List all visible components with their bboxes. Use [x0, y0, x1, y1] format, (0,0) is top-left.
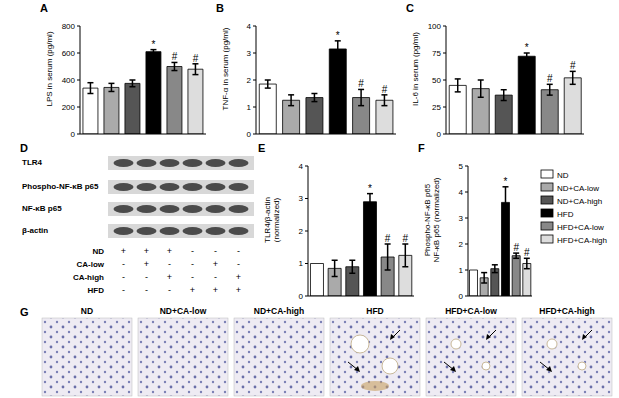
svg-text:4: 4	[247, 22, 252, 31]
svg-text:ND+CA-high: ND+CA-high	[557, 197, 602, 206]
html-text:B: B	[216, 2, 224, 14]
svg-text:#: #	[358, 78, 364, 89]
svg-text:-: -	[237, 259, 240, 269]
svg-text:0: 0	[459, 292, 464, 301]
svg-text:+: +	[144, 259, 149, 269]
svg-text:#: #	[382, 84, 388, 95]
html-text:E: E	[258, 142, 266, 154]
svg-text:-: -	[168, 285, 171, 295]
svg-text:+: +	[236, 285, 241, 295]
svg-text:CA-low: CA-low	[76, 260, 104, 269]
svg-text:G: G	[20, 306, 29, 318]
svg-text:NF-κB p65: NF-κB p65	[22, 204, 62, 213]
svg-text:#: #	[524, 247, 530, 258]
svg-text:#: #	[172, 51, 178, 62]
svg-text:800: 800	[62, 22, 76, 31]
html-text:LPS in serum (pg/ml): LPS in serum (pg/ml)	[44, 31, 54, 107]
svg-text:-: -	[145, 272, 148, 282]
html-text:TNF-α in serum (pg/ml): TNF-α in serum (pg/ml)	[220, 27, 230, 111]
svg-text:HFD: HFD	[366, 306, 383, 316]
svg-text:400: 400	[62, 76, 76, 85]
svg-text:2: 2	[247, 76, 252, 85]
svg-text:#: #	[513, 242, 519, 253]
svg-text:HFD+CA-low: HFD+CA-low	[445, 306, 497, 316]
svg-text:-: -	[122, 285, 125, 295]
svg-text:ND+CA-low: ND+CA-low	[160, 306, 207, 316]
svg-text:ND+CA-low: ND+CA-low	[557, 184, 599, 193]
svg-text:-: -	[237, 246, 240, 256]
svg-text:1: 1	[247, 103, 252, 112]
svg-text:HFD+CA-high: HFD+CA-high	[557, 236, 607, 245]
svg-text:50: 50	[432, 76, 441, 85]
html-text:Phospho-NF-κB p65: Phospho-NF-κB p65	[423, 183, 432, 257]
html-text:F: F	[418, 142, 425, 154]
svg-text:-: -	[191, 272, 194, 282]
svg-text:-: -	[191, 246, 194, 256]
svg-text:Phospho-NF-κB p65: Phospho-NF-κB p65	[22, 182, 99, 191]
svg-text:+: +	[167, 246, 172, 256]
svg-text:+: +	[213, 285, 218, 295]
svg-text:0: 0	[299, 292, 304, 301]
svg-text:1: 1	[459, 266, 464, 275]
svg-text:HFD+CA-high: HFD+CA-high	[539, 306, 594, 316]
svg-text:+: +	[167, 272, 172, 282]
svg-text:25: 25	[432, 103, 441, 112]
svg-text:TLR4: TLR4	[22, 158, 43, 167]
svg-text:ND: ND	[81, 306, 93, 316]
svg-text:-: -	[214, 246, 217, 256]
svg-text:β-actin: β-actin	[22, 226, 48, 235]
svg-text:0: 0	[247, 130, 252, 139]
svg-text:0: 0	[71, 130, 76, 139]
svg-text:*: *	[368, 183, 372, 194]
svg-text:5: 5	[459, 162, 464, 171]
svg-text:1: 1	[299, 259, 304, 268]
svg-text:200: 200	[62, 103, 76, 112]
svg-text:-: -	[145, 285, 148, 295]
svg-text:-: -	[214, 272, 217, 282]
svg-text:75: 75	[432, 49, 441, 58]
svg-text:HFD: HFD	[557, 210, 574, 219]
svg-text:2: 2	[459, 240, 464, 249]
svg-text:+: +	[144, 246, 149, 256]
svg-text:#: #	[385, 233, 391, 244]
svg-text:+: +	[236, 272, 241, 282]
html-text:(normalized): (normalized)	[272, 197, 281, 243]
svg-text:600: 600	[62, 49, 76, 58]
svg-text:-: -	[191, 259, 194, 269]
svg-text:4: 4	[459, 188, 464, 197]
svg-text:HFD: HFD	[88, 286, 105, 295]
html-text:C: C	[406, 2, 414, 14]
svg-text:0: 0	[437, 130, 442, 139]
svg-text:100: 100	[428, 22, 442, 31]
svg-text:3: 3	[247, 49, 252, 58]
svg-text:HFD+CA-low: HFD+CA-low	[557, 223, 604, 232]
svg-text:2: 2	[299, 227, 304, 236]
svg-text:-: -	[122, 259, 125, 269]
svg-text:ND+CA-high: ND+CA-high	[254, 306, 304, 316]
svg-text:4: 4	[299, 162, 304, 171]
html-text:IL-6 in serum (pg/ml): IL-6 in serum (pg/ml)	[410, 32, 420, 106]
svg-text:+: +	[213, 259, 218, 269]
svg-text:ND: ND	[92, 247, 104, 256]
svg-text:#: #	[547, 73, 553, 84]
html-text:NF-κB p65 (normalized): NF-κB p65 (normalized)	[432, 177, 441, 263]
svg-text:-: -	[122, 272, 125, 282]
svg-text:+: +	[121, 246, 126, 256]
svg-text:#: #	[570, 60, 576, 71]
svg-text:#: #	[403, 233, 409, 244]
svg-text:*: *	[336, 30, 340, 41]
html-text:A: A	[40, 2, 48, 14]
svg-text:-: -	[168, 259, 171, 269]
svg-text:CA-high: CA-high	[73, 273, 104, 282]
svg-text:3: 3	[299, 194, 304, 203]
svg-text:#: #	[193, 53, 199, 64]
svg-text:3: 3	[459, 214, 464, 223]
svg-text:D: D	[20, 142, 28, 154]
svg-text:*: *	[504, 176, 508, 187]
svg-text:+: +	[190, 285, 195, 295]
svg-text:*: *	[525, 42, 529, 53]
svg-text:ND: ND	[557, 171, 569, 180]
html-text:TLR4/β-actin: TLR4/β-actin	[263, 197, 272, 243]
svg-text:*: *	[151, 39, 155, 50]
